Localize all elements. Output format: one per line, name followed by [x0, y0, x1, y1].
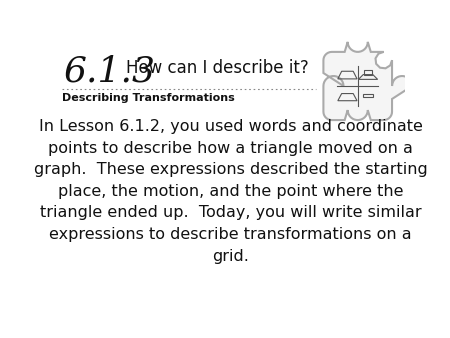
Text: In Lesson 6.1.2, you used words and coordinate
points to describe how a triangle: In Lesson 6.1.2, you used words and coor…	[34, 119, 428, 264]
Text: How can I describe it?: How can I describe it?	[126, 59, 309, 77]
Polygon shape	[324, 42, 412, 120]
Text: Describing Transformations: Describing Transformations	[63, 93, 235, 103]
Text: 6.1.3: 6.1.3	[64, 54, 156, 89]
